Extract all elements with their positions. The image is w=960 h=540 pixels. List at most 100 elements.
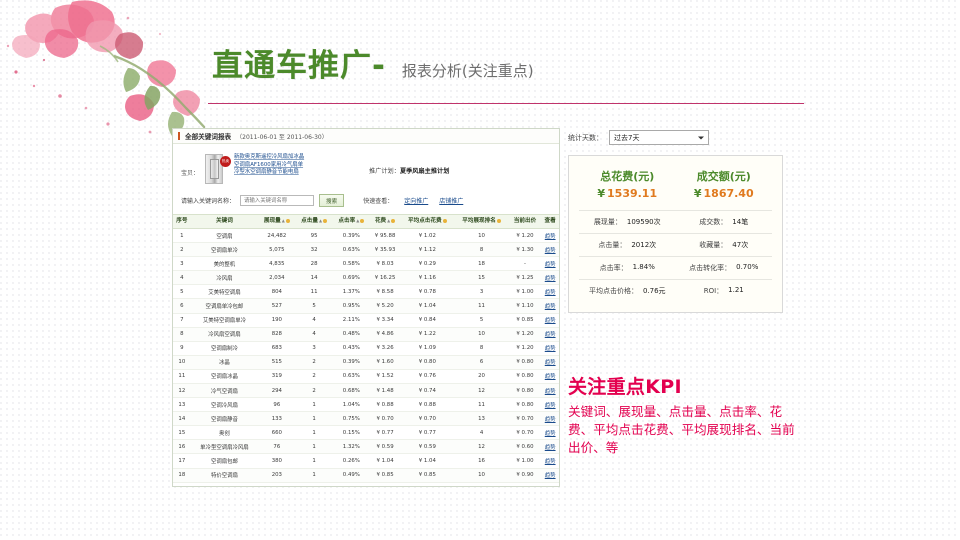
row-index: 6 [173, 298, 191, 314]
row-cost: ¥ 1.04 [370, 453, 401, 469]
row-view-link[interactable]: 趋势 [541, 411, 559, 427]
row-ctr: 0.15% [332, 425, 370, 441]
sort-arrow-icon: ▲ [356, 218, 360, 223]
row-keyword: 单冷型空调扇冷风扇 [190, 439, 259, 455]
stat-metric: 平均点击价格： 0.76元 [579, 286, 676, 296]
stats-column: 统计天数： 过去7天 总花费(元) ¥1539.11 成交额(元) ¥1867.… [568, 130, 783, 313]
trend-link[interactable]: 趋势 [544, 473, 556, 480]
trend-link[interactable]: 趋势 [544, 275, 556, 282]
row-view-link[interactable]: 趋势 [541, 439, 559, 455]
row-impressions: 5,075 [258, 242, 296, 258]
sort-arrow-icon: ▲ [281, 218, 285, 223]
row-index: 4 [173, 270, 191, 286]
stat-total-cost-label: 总花费(元) [600, 170, 655, 183]
table-row: 4 冷风扇 2,034 14 0.69% ¥ 16.25 ¥ 1.16 15 ¥ 1.25 趋势 [173, 270, 559, 286]
col-impressions[interactable]: 展现量▲ [258, 214, 296, 229]
row-view-link[interactable]: 趋势 [541, 270, 559, 286]
row-avg-rank: 10 [454, 468, 509, 483]
trend-link[interactable]: 趋势 [544, 430, 556, 437]
row-view-link[interactable]: 趋势 [541, 482, 559, 486]
trend-link[interactable]: 趋势 [544, 332, 556, 339]
search-input[interactable] [240, 195, 315, 206]
row-index: 10 [173, 355, 191, 370]
row-view-link[interactable]: 趋势 [541, 242, 559, 258]
col-cost[interactable]: 花费▲ [370, 214, 401, 229]
trend-link[interactable]: 趋势 [544, 261, 556, 268]
row-view-link[interactable]: 趋势 [541, 453, 559, 469]
stat-days-value: 过去7天 [614, 133, 640, 142]
table-row: 10 冰晶 515 2 0.39% ¥ 1.60 ¥ 0.80 6 ¥ 0.80 趋势 [173, 355, 559, 370]
col-avg-cpc-label: 平均点击花费 [408, 218, 442, 224]
row-ctr: 0.69% [332, 270, 370, 286]
kpi-callout: 关注重点KPI 关键词、展现量、点击量、点击率、花费、平均点击花费、平均展现排名… [568, 372, 796, 457]
row-avg-cpc: ¥ 0.76 [400, 369, 455, 385]
trend-link[interactable]: 趋势 [544, 388, 556, 395]
row-current-bid: ¥ 0.80 [508, 397, 542, 413]
row-impressions: 660 [258, 425, 296, 441]
row-ctr: 0.39% [332, 355, 370, 370]
stat-days-select[interactable]: 过去7天 [609, 130, 709, 145]
row-view-link[interactable]: 趋势 [541, 468, 559, 483]
promotion-plan-label: 推广计划： [369, 168, 400, 175]
row-ctr: 0.43% [332, 341, 370, 356]
col-ctr[interactable]: 点击率▲ [332, 214, 370, 229]
stat-row: 点击率： 1.84% 点击转化率： 0.70% [579, 257, 772, 280]
row-avg-cpc: ¥ 1.12 [400, 242, 455, 258]
row-current-bid: ¥ 0.90 [508, 482, 542, 486]
row-avg-rank: 10 [454, 327, 509, 342]
trend-link[interactable]: 趋势 [544, 318, 556, 325]
trend-link[interactable]: 趋势 [544, 416, 556, 423]
quick-link-targeted-promo[interactable]: 定向推广 [404, 198, 429, 205]
trend-link[interactable]: 趋势 [544, 247, 556, 254]
row-view-link[interactable]: 趋势 [541, 256, 559, 272]
stats-headline-row: 总花费(元) ¥1539.11 成交额(元) ¥1867.40 [579, 168, 772, 211]
col-clicks[interactable]: 点击量▲ [295, 214, 333, 229]
row-view-link[interactable]: 趋势 [541, 397, 559, 413]
row-clicks: 4 [295, 313, 333, 328]
row-view-link[interactable]: 趋势 [541, 355, 559, 370]
col-avg-cpc[interactable]: 平均点击花费 [400, 214, 455, 229]
trend-link[interactable]: 趋势 [544, 346, 556, 353]
row-view-link[interactable]: 趋势 [541, 369, 559, 385]
trend-link[interactable]: 趋势 [544, 304, 556, 310]
row-view-link[interactable]: 趋势 [541, 313, 559, 328]
chevron-down-icon [698, 136, 704, 139]
keyword-search-row: 请输入关键词名称： 搜索 快速查看： 定向推广 店铺推广 [173, 188, 559, 214]
row-view-link[interactable]: 趋势 [541, 327, 559, 342]
table-row: 5 艾美特空调扇 804 11 1.37% ¥ 8.58 ¥ 0.78 3 ¥ 1.00 趋势 [173, 284, 559, 300]
trend-link[interactable]: 趋势 [544, 444, 556, 451]
row-avg-rank: 3 [454, 284, 509, 300]
row-view-link[interactable]: 趋势 [541, 228, 559, 244]
stat-metric: 点击率： 1.84% [579, 263, 676, 273]
search-button[interactable]: 搜索 [319, 194, 345, 207]
stat-total-revenue-value: ¥1867.40 [694, 187, 754, 200]
row-avg-rank: 11 [454, 298, 509, 314]
trend-link[interactable]: 趋势 [544, 374, 556, 381]
trend-link[interactable]: 趋势 [544, 360, 556, 367]
row-cost: ¥ 1.52 [370, 369, 401, 385]
col-ctr-label: 点击率 [338, 218, 356, 224]
stat-total-revenue: 成交额(元) ¥1867.40 [694, 168, 754, 200]
row-view-link[interactable]: 趋势 [541, 298, 559, 314]
stat-metric: 点击量： 2012次 [579, 240, 676, 250]
quick-link-shop-promo[interactable]: 店铺推广 [439, 198, 464, 205]
trend-link[interactable]: 趋势 [544, 233, 556, 240]
trend-link[interactable]: 趋势 [544, 289, 556, 296]
row-view-link[interactable]: 趋势 [541, 284, 559, 300]
stat-metric-label: 点击量： [598, 241, 627, 249]
row-keyword: 冷风扇 [190, 270, 259, 286]
row-view-link[interactable]: 趋势 [541, 341, 559, 356]
row-ctr: 0.95% [332, 298, 370, 314]
trend-link[interactable]: 趋势 [544, 459, 556, 466]
row-cost: ¥ 1.48 [370, 383, 401, 399]
trend-link[interactable]: 趋势 [544, 402, 556, 409]
product-title-link[interactable]: 新款奥克斯遥控冷风扇加冰晶空调扇AF1600家用冷气扇单冷型水空调扇静音节能电扇 [234, 154, 305, 176]
row-current-bid: ¥ 0.70 [508, 425, 542, 441]
page-title: 直通车推广- 报表分析(关注重点) [212, 40, 534, 85]
row-clicks: 1 [295, 425, 333, 441]
row-view-link[interactable]: 趋势 [541, 383, 559, 399]
col-avg-rank[interactable]: 平均展现排名 [454, 214, 509, 229]
stats-detail-rows: 展现量： 109590次 成交数： 14笔 点击量： 2012次 收藏量： 47次 点击率： 1.… [579, 211, 772, 302]
row-clicks: 1 [295, 439, 333, 455]
row-view-link[interactable]: 趋势 [541, 425, 559, 441]
